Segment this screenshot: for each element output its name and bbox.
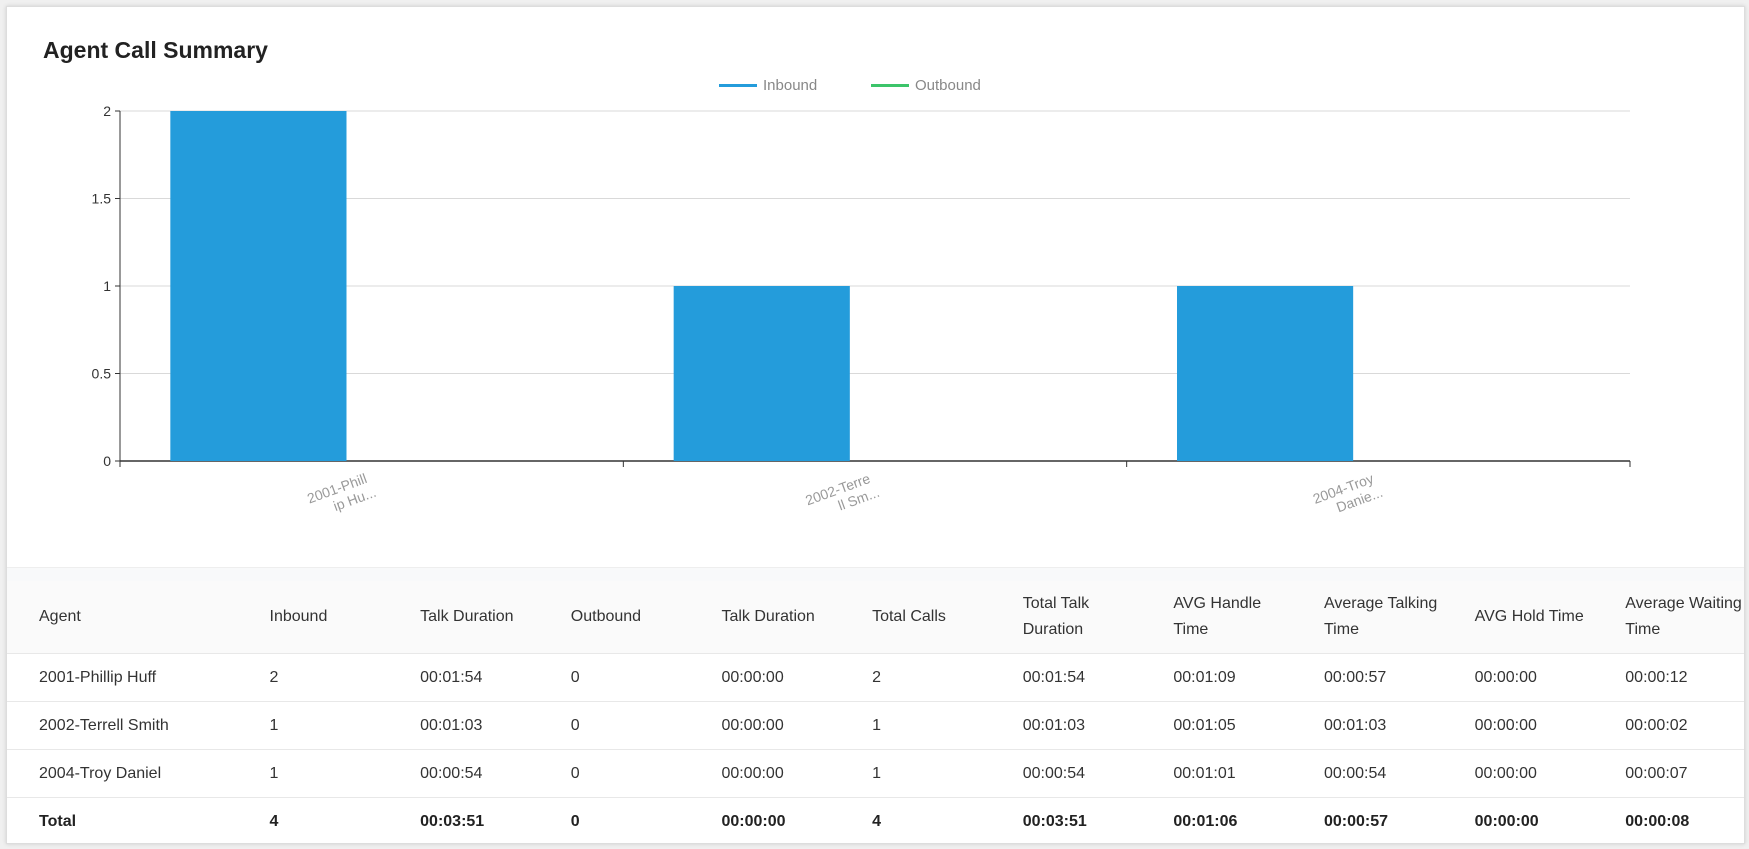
table-cell: 00:00:54 bbox=[1292, 749, 1443, 798]
table-cell: 00:00:12 bbox=[1593, 653, 1744, 702]
y-tick-label: 0.5 bbox=[92, 366, 112, 382]
y-tick-label: 1.5 bbox=[92, 191, 112, 207]
table-cell: 00:00:00 bbox=[1442, 653, 1594, 702]
table-cell: 1 bbox=[840, 701, 991, 750]
x-tick-label: 2004-TroyDanie... bbox=[1311, 469, 1385, 522]
bar-inbound bbox=[170, 111, 347, 461]
table-cell: 00:00:00 bbox=[689, 749, 841, 798]
legend-label: Inbound bbox=[763, 77, 818, 94]
table-cell: 00:03:51 bbox=[420, 812, 485, 830]
table-cell: 00:01:09 bbox=[1141, 653, 1292, 702]
y-tick-label: 1 bbox=[103, 278, 111, 294]
bar-inbound bbox=[673, 286, 850, 461]
table-row: 2001-Phillip Huff 2 00:01:54 0 00:00:00 2 00:0… bbox=[7, 653, 1744, 702]
table-cell: 00:00:00 bbox=[1442, 749, 1594, 798]
table-cell: 0 bbox=[538, 701, 690, 750]
table-cell: 00:01:54 bbox=[990, 653, 1142, 702]
divider bbox=[7, 567, 1744, 582]
column-header[interactable]: Talk Duration bbox=[388, 581, 539, 654]
table-row: 2004-Troy Daniel 1 00:00:54 0 00:00:00 1 00:00… bbox=[7, 749, 1744, 798]
table-cell: 2 bbox=[840, 653, 991, 702]
table-cell: 0 bbox=[570, 812, 580, 830]
bar-inbound bbox=[1177, 286, 1354, 461]
page-title: Agent Call Summary bbox=[43, 37, 268, 63]
table-cell: 2001-Phillip Huff bbox=[7, 653, 238, 702]
table-cell: 00:03:51 bbox=[1022, 812, 1087, 830]
column-header[interactable]: Agent bbox=[7, 581, 238, 654]
table-row: 2002-Terrell Smith 1 00:01:03 0 00:00:00 1 00:… bbox=[7, 701, 1744, 750]
table-cell: 00:01:03 bbox=[1292, 701, 1443, 750]
table-cell: 1 bbox=[840, 749, 991, 798]
table-cell: 00:00:57 bbox=[1292, 653, 1443, 702]
table-cell: 00:01:05 bbox=[1141, 701, 1292, 750]
table-cell: 2 bbox=[237, 653, 389, 702]
bar-chart: 0 0.5 1 1.5 2 2001-Phillip Hu... 2002-Terrell … bbox=[92, 103, 1631, 524]
column-header[interactable]: AVG Handle Time bbox=[1141, 581, 1292, 654]
table-cell: 00:00:08 bbox=[1625, 812, 1690, 830]
table-cell: 00:00:57 bbox=[1324, 812, 1389, 830]
column-header[interactable]: Outbound bbox=[538, 581, 690, 654]
column-header[interactable]: Total Calls bbox=[840, 581, 991, 654]
x-tick-label: 2002-Terrell Sm... bbox=[803, 469, 881, 524]
legend-item-outbound[interactable]: Outbound bbox=[871, 77, 981, 94]
column-header[interactable]: Total Talk Duration bbox=[990, 581, 1142, 654]
table-cell: 00:00:00 bbox=[721, 812, 786, 830]
column-header[interactable]: Inbound bbox=[237, 581, 389, 654]
table-cell: 2004-Troy Daniel bbox=[7, 749, 238, 798]
table-cell: 0 bbox=[538, 653, 690, 702]
table-cell: Total bbox=[39, 812, 77, 830]
legend-label: Outbound bbox=[915, 77, 981, 94]
total-row: Total 4 00:03:51 0 00:00:00 4 00:03:51 00:01:06… bbox=[7, 798, 1744, 846]
column-header[interactable]: Average Talking Time bbox=[1292, 581, 1443, 654]
y-tick-label: 0 bbox=[103, 453, 111, 469]
table-cell: 00:01:06 bbox=[1173, 812, 1238, 830]
agent-call-summary-card: Agent Call Summary Inbound Outbound 0 0.5… bbox=[6, 6, 1745, 844]
table-cell: 2002-Terrell Smith bbox=[7, 701, 238, 750]
table-cell: 00:01:01 bbox=[1141, 749, 1292, 798]
table-cell: 00:01:03 bbox=[388, 701, 539, 750]
table-header-row: Agent Inbound Talk Duration Outbound Talk Du… bbox=[7, 581, 1744, 654]
table-cell: 00:00:00 bbox=[1474, 812, 1539, 830]
table-cell: 0 bbox=[538, 749, 690, 798]
column-header[interactable]: AVG Hold Time bbox=[1442, 581, 1594, 654]
table-cell: 00:00:07 bbox=[1593, 749, 1744, 798]
inbound-legend-line bbox=[719, 84, 757, 87]
table-cell: 1 bbox=[237, 749, 389, 798]
table-cell: 00:00:00 bbox=[1442, 701, 1594, 750]
table-cell: 00:01:03 bbox=[990, 701, 1142, 750]
table-cell: 00:01:54 bbox=[388, 653, 539, 702]
agent-summary-table: Agent Inbound Talk Duration Outbound Talk Du… bbox=[7, 581, 1744, 845]
column-header[interactable]: Talk Duration bbox=[689, 581, 841, 654]
table-cell: 1 bbox=[237, 701, 389, 750]
table-cell: 4 bbox=[872, 812, 881, 830]
column-header[interactable]: Average Waiting Time bbox=[1593, 581, 1744, 654]
y-tick-label: 2 bbox=[103, 103, 111, 119]
table-cell: 00:00:54 bbox=[990, 749, 1142, 798]
legend-item-inbound[interactable]: Inbound bbox=[719, 77, 817, 94]
table-cell: 00:00:00 bbox=[689, 653, 841, 702]
table-cell: 4 bbox=[269, 812, 279, 830]
outbound-legend-line bbox=[871, 84, 909, 87]
table-cell: 00:00:54 bbox=[388, 749, 539, 798]
table-cell: 00:00:02 bbox=[1593, 701, 1744, 750]
x-tick-label: 2001-Phillip Hu... bbox=[305, 469, 378, 522]
table-cell: 00:00:00 bbox=[689, 701, 841, 750]
